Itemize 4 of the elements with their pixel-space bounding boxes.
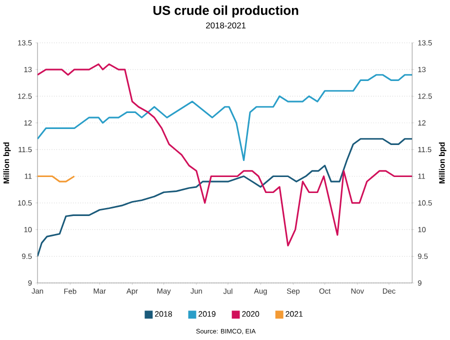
chart-title: US crude oil production <box>153 6 298 18</box>
chart-subtitle: 2018-2021 <box>206 22 246 29</box>
line-series <box>38 74 412 162</box>
line-series <box>38 64 412 247</box>
